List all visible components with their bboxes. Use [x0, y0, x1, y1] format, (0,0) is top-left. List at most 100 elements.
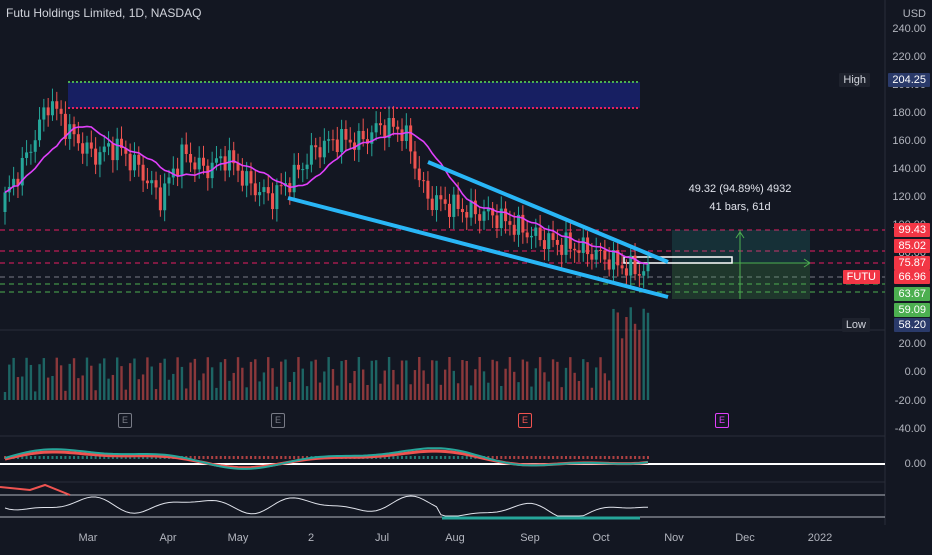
volume-bar	[534, 368, 537, 400]
volume-bar	[34, 391, 37, 400]
candle-body	[141, 164, 145, 181]
volume-bar	[405, 360, 408, 400]
stop-zone	[672, 263, 810, 299]
candle-body	[586, 237, 590, 255]
candle-body	[59, 108, 63, 114]
volume-bar	[599, 357, 602, 400]
volume-bar	[176, 357, 179, 400]
candle-body	[624, 268, 628, 276]
candle-body	[335, 139, 339, 153]
volume-bar	[439, 384, 443, 400]
volume-bar	[586, 362, 589, 400]
volume-bar	[297, 357, 300, 400]
macd-hist	[405, 456, 408, 459]
volume-bar	[569, 357, 572, 400]
candle-body	[504, 208, 508, 222]
volume-bar	[38, 364, 41, 400]
volume-bar	[633, 323, 637, 400]
candle-body	[331, 139, 335, 141]
volume-bar	[46, 377, 50, 400]
macd-hist	[392, 456, 395, 459]
macd-hist	[107, 456, 110, 459]
candle-body	[180, 144, 184, 176]
candle-body	[33, 140, 37, 152]
volume-axis-tick: 0.00	[904, 366, 926, 378]
volume-bar	[107, 378, 110, 400]
rsi-early-segment	[0, 483, 71, 496]
volume-bar	[590, 387, 594, 400]
volume-bar	[16, 377, 20, 400]
candle-body	[646, 263, 650, 272]
volume-bar	[137, 379, 140, 400]
candle-body	[16, 178, 20, 186]
candle-body	[365, 139, 369, 144]
low-label: Low	[841, 318, 870, 332]
candle-body	[214, 158, 218, 163]
macd-hist	[142, 456, 145, 459]
volume-bar	[271, 368, 274, 400]
volume-bar	[495, 361, 499, 400]
candle-body	[314, 145, 318, 148]
macd-hist	[565, 456, 568, 459]
candle-body	[409, 125, 413, 152]
candle-body	[236, 163, 240, 171]
earnings-marker[interactable]: E	[715, 413, 729, 428]
last-price-tag: 66.96	[894, 270, 930, 284]
candle-body	[120, 138, 124, 149]
macd-hist	[642, 456, 645, 459]
volume-bar	[543, 372, 546, 400]
volume-bar	[448, 357, 451, 400]
macd-hist	[534, 456, 537, 459]
earnings-marker[interactable]: E	[518, 413, 532, 428]
candle-body	[637, 274, 641, 276]
volume-bar	[249, 361, 253, 400]
volume-bar	[538, 357, 542, 400]
macd-hist	[85, 456, 88, 459]
volume-bar	[521, 359, 525, 400]
price-axis-tick: 160.00	[892, 135, 926, 147]
macd-hist	[103, 456, 106, 459]
macd-hist	[60, 456, 63, 459]
volume-bar	[279, 361, 283, 400]
volume-bar	[128, 363, 132, 400]
time-axis-tick: Aug	[445, 532, 465, 544]
volume-bar	[374, 360, 378, 400]
volume-bar	[310, 361, 313, 400]
high-price-tag: 204.25	[888, 73, 930, 87]
volume-bar	[21, 376, 24, 400]
candle-body	[508, 221, 512, 225]
currency-label: USD	[902, 8, 926, 20]
volume-bar	[396, 384, 399, 400]
candle-body	[469, 200, 473, 218]
candle-body	[50, 101, 54, 116]
high-zone-box	[68, 82, 640, 108]
volume-bar	[318, 382, 322, 400]
candle-body	[176, 168, 180, 176]
candle-body	[383, 125, 387, 138]
candle-body	[249, 171, 253, 184]
macd-hist	[245, 456, 248, 459]
macd-hist	[435, 456, 438, 459]
candle-body	[25, 152, 29, 158]
macd-hist	[280, 456, 283, 459]
candle-body	[590, 254, 594, 260]
volume-bar	[387, 357, 391, 400]
candle-body	[3, 192, 7, 212]
macd-hist	[603, 456, 606, 459]
volume-bar	[370, 360, 374, 400]
volume-bar	[642, 308, 645, 400]
earnings-marker[interactable]: E	[118, 413, 132, 428]
volume-bar	[146, 357, 149, 400]
target-3-tag: 75.87	[894, 256, 930, 270]
earnings-marker[interactable]: E	[271, 413, 285, 428]
macd-hist	[267, 456, 270, 459]
candle-body	[115, 138, 119, 161]
time-axis-tick: May	[227, 532, 249, 544]
macd-hist	[34, 456, 37, 459]
macd-hist	[612, 456, 615, 459]
candle-body	[344, 129, 348, 140]
volume-bar	[525, 361, 529, 400]
candle-body	[107, 143, 111, 147]
